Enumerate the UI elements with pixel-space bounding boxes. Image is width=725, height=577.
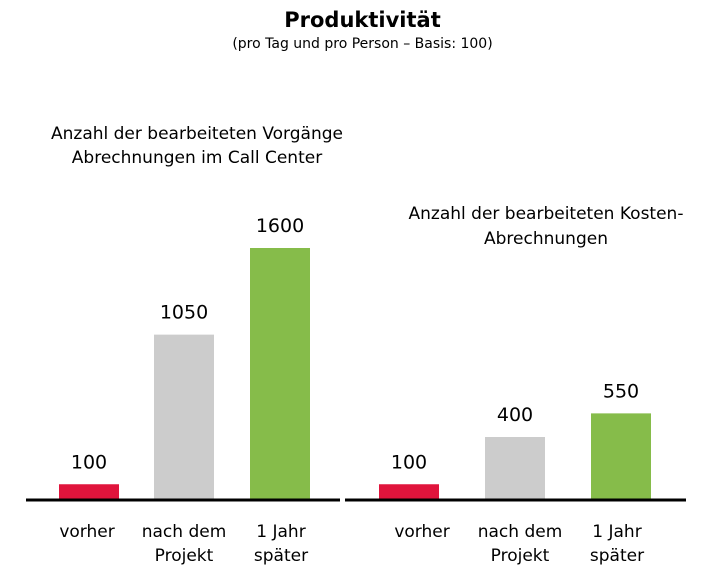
chart-1-value-label: 1050 <box>160 302 208 324</box>
chart-1-title-line: Anzahl der bearbeiteten Vorgänge <box>51 124 343 144</box>
chart-1-category-label: 1 Jahr <box>256 522 305 542</box>
chart-2-category-label: nach dem <box>478 522 563 542</box>
chart-2-title-line: Abrechnungen <box>484 229 608 249</box>
chart-1-category-label: vorher <box>59 522 114 542</box>
chart-2-category-label: vorher <box>394 522 449 542</box>
chart-1-category-label: später <box>254 546 308 566</box>
chart-1-bar <box>250 248 310 500</box>
chart-1-category-label: nach dem <box>142 522 227 542</box>
chart-1-bar <box>59 484 119 500</box>
chart-2-value-label: 400 <box>497 404 533 426</box>
chart-2-value-label: 100 <box>391 451 427 473</box>
chart-2-category-label: Projekt <box>491 546 550 566</box>
chart-1-value-label: 100 <box>71 451 107 473</box>
chart-2-value-label: 550 <box>603 380 639 402</box>
chart-2-category-label: später <box>590 546 644 566</box>
chart-1-category-label: Projekt <box>155 546 214 566</box>
chart-1-value-label: 1600 <box>256 215 304 237</box>
chart-2-bar <box>591 413 651 500</box>
chart-2-category-label: 1 Jahr <box>592 522 641 542</box>
chart-1-title-line: Abrechnungen im Call Center <box>72 148 322 168</box>
chart-subtitle: (pro Tag und pro Person – Basis: 100) <box>232 36 493 52</box>
chart-1-bar <box>154 334 214 500</box>
chart-2-bar <box>379 484 439 500</box>
chart-2-bar <box>485 437 545 500</box>
chart-2-title-line: Anzahl der bearbeiteten Kosten- <box>409 204 684 224</box>
chart-title: Produktivität <box>284 8 441 32</box>
